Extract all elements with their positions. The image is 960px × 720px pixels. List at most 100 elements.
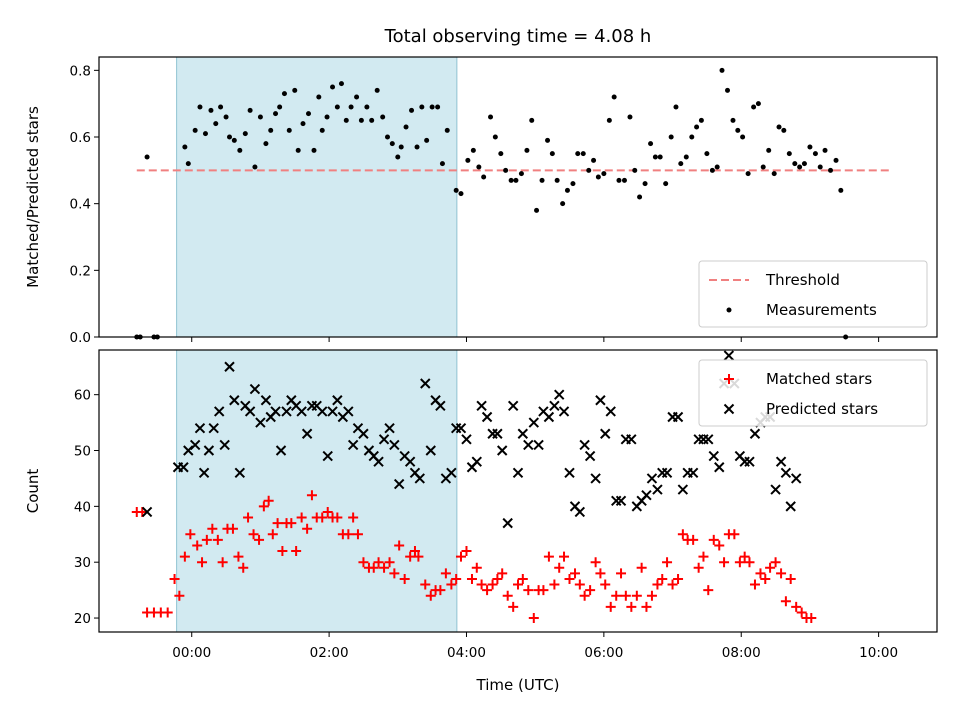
matched-star-point (243, 512, 254, 523)
matched-star-point (348, 512, 359, 523)
measurement-point (414, 144, 420, 150)
measurement-point (185, 161, 191, 167)
predicted-star-point (523, 439, 534, 451)
matched-star-point (508, 601, 519, 612)
measurement-point (444, 127, 450, 133)
matched-star-point (451, 573, 462, 584)
x-axis-title: Time (UTC) (476, 676, 560, 694)
matched-star-point (277, 546, 288, 557)
measurement-point (202, 131, 208, 137)
x-tick-label: 02:00 (310, 645, 349, 661)
matched-star-point (693, 562, 704, 573)
predicted-star-point (626, 434, 637, 445)
measurement-point (492, 134, 498, 140)
measurement-point (300, 121, 306, 127)
matched-star-point (729, 529, 740, 540)
predicted-star-point (224, 361, 235, 372)
predicted-star-point (322, 450, 333, 462)
ratio-y-tick-label: 0.6 (70, 130, 91, 146)
measurement-point (586, 167, 592, 173)
matched-star-point (631, 590, 642, 601)
matched-star-point (502, 590, 513, 601)
count-y-tick-label: 20 (74, 611, 91, 627)
measurement-point (621, 177, 627, 183)
predicted-star-point (517, 428, 529, 439)
count-panel-legend-box (698, 359, 928, 427)
legend-matched-label: Matched stars (766, 370, 872, 388)
measurement-point (306, 111, 311, 117)
matched-star-point (291, 546, 302, 557)
x-tick-label: 00:00 (172, 645, 211, 661)
matched-star-point (513, 579, 523, 590)
measurement-point (439, 161, 445, 167)
measurement-point (465, 157, 471, 163)
matched-star-point (677, 529, 688, 540)
measurement-point (554, 177, 560, 183)
measurement-point (611, 94, 617, 100)
matched-star-point (616, 568, 627, 579)
matched-star-point (446, 579, 457, 590)
predicted-star-point (358, 428, 369, 439)
predicted-star-point (373, 456, 384, 467)
measurement-point (242, 131, 248, 137)
predicted-star-point (543, 411, 555, 423)
predicted-star-point (677, 484, 689, 495)
measurement-point (632, 167, 638, 173)
matched-star-point (497, 568, 508, 579)
matched-star-point (523, 585, 534, 596)
measurement-point (786, 151, 792, 157)
measurement-point (311, 147, 317, 153)
measurement-point (518, 171, 524, 177)
predicted-star-point (414, 473, 425, 484)
predicted-star-point (178, 462, 189, 473)
measurement-point (560, 201, 566, 207)
measurement-point (833, 157, 839, 163)
measurement-point (534, 207, 540, 213)
measurement-point (545, 137, 551, 143)
measurement-point (781, 127, 787, 133)
x-tick-label: 04:00 (447, 645, 486, 661)
predicted-star-point (528, 417, 540, 428)
measurement-point (792, 161, 798, 167)
measurement-point (822, 147, 828, 153)
measurement-point (348, 104, 354, 110)
measurement-point (529, 117, 535, 123)
predicted-star-point (512, 467, 524, 479)
measurement-point (137, 334, 143, 340)
predicted-star-point (672, 411, 684, 423)
matched-star-point (482, 585, 493, 596)
predicted-star-point (208, 422, 219, 434)
matched-star-point (420, 579, 431, 590)
matched-star-point (384, 557, 395, 568)
measurement-point (144, 154, 150, 160)
count-observing-span (176, 349, 458, 633)
count-y-tick-label: 60 (74, 388, 91, 404)
ratio-panel-legend: Threshold Measurements (698, 260, 928, 328)
measurement-point (134, 334, 140, 340)
count-y-tick-label: 30 (74, 555, 91, 571)
legend-matched-swatch (724, 374, 734, 384)
measurement-point (268, 127, 274, 133)
predicted-star-point (595, 395, 606, 406)
measurement-point (606, 117, 612, 123)
measurement-point (237, 147, 243, 153)
matched-star-point (192, 540, 203, 551)
predicted-star-point (260, 395, 272, 406)
measurement-point (580, 151, 586, 157)
measurement-point (801, 161, 807, 167)
measurement-point (755, 101, 761, 107)
matched-star-point (698, 551, 709, 562)
measurement-point (154, 334, 160, 340)
predicted-star-point (255, 417, 266, 428)
ratio-panel-y-axis-title: Matched/Predicted stars (24, 106, 42, 288)
measurement-point (295, 147, 301, 153)
predicted-star-point (301, 428, 313, 439)
measurement-point (719, 67, 725, 73)
predicted-star-point (502, 517, 513, 529)
count-panel-y-axis-title: Count (24, 469, 42, 514)
predicted-star-point (714, 462, 725, 473)
matched-star-point (492, 573, 503, 584)
predicted-star-point (317, 406, 328, 417)
matched-star-point (662, 557, 673, 568)
matched-star-point (652, 579, 663, 590)
